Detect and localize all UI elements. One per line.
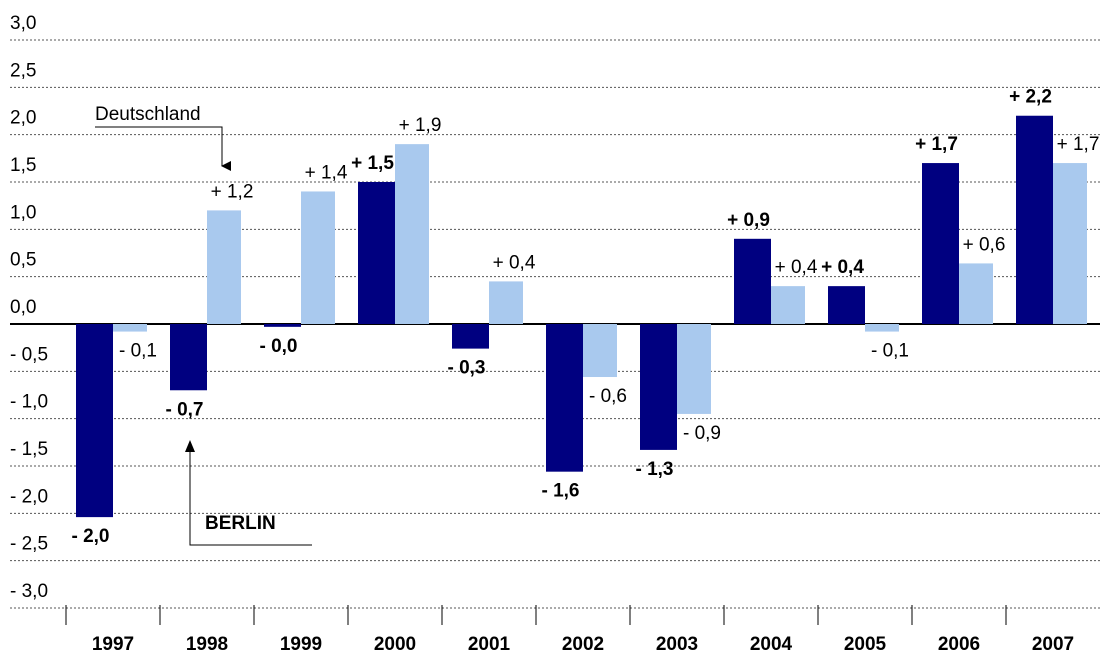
bar: [640, 324, 677, 450]
y-tick-label: - 0,5: [10, 344, 48, 365]
data-label: + 0,6: [963, 234, 1006, 255]
x-tick-label: 2004: [750, 634, 793, 655]
bar: [358, 182, 395, 324]
data-label: + 0,9: [727, 210, 770, 231]
data-label: + 0,4: [775, 257, 818, 278]
data-label: + 1,4: [305, 162, 348, 183]
bar: [677, 324, 711, 414]
y-tick-label: 1,0: [10, 202, 36, 223]
arrow-head: [185, 440, 195, 452]
y-tick-label: - 1,5: [10, 439, 48, 460]
x-tick-label: 1998: [186, 634, 228, 655]
data-label: + 1,5: [351, 153, 394, 174]
data-label: - 2,0: [71, 526, 109, 547]
y-tick-label: - 3,0: [10, 581, 48, 602]
bar: [264, 324, 301, 327]
y-tick-label: 2,0: [10, 108, 36, 129]
bar: [865, 324, 899, 332]
x-tick-label: 2005: [844, 634, 887, 655]
bar: [452, 324, 489, 349]
arrow: [95, 126, 231, 171]
bar: [170, 324, 207, 391]
data-label: + 1,9: [399, 115, 442, 136]
bar: [1053, 163, 1087, 324]
data-label: - 0,0: [259, 336, 297, 357]
x-tick-label: 2007: [1032, 634, 1074, 655]
data-label: - 0,7: [165, 399, 203, 420]
y-tick-label: 0,0: [10, 297, 36, 318]
bar: [395, 144, 429, 324]
data-label: - 0,9: [683, 423, 721, 444]
x-tick-label: 2000: [374, 634, 416, 655]
x-tick-label: 2006: [938, 634, 980, 655]
bar: [113, 324, 147, 332]
data-label: - 1,3: [635, 459, 673, 480]
bar: [301, 191, 335, 324]
data-label: + 2,2: [1009, 87, 1052, 108]
y-tick-label: - 2,5: [10, 534, 48, 555]
annotations: Deutschland BERLIN: [95, 104, 312, 546]
bar: [489, 281, 523, 324]
x-tick-label: 1997: [92, 634, 134, 655]
bar: [546, 324, 583, 472]
data-label: - 0,6: [589, 386, 627, 407]
bar: [771, 286, 805, 324]
y-tick-label: 1,5: [10, 155, 36, 176]
data-label: + 0,4: [821, 257, 864, 278]
data-label: + 1,7: [1057, 134, 1100, 155]
bar: [828, 286, 865, 324]
x-tick-label: 2003: [656, 634, 698, 655]
x-tick-label: 2002: [562, 634, 604, 655]
data-label: + 1,2: [211, 181, 254, 202]
data-label: + 1,7: [915, 134, 958, 155]
bar: [583, 324, 617, 378]
bar: [76, 324, 113, 518]
bar: [207, 210, 241, 324]
y-tick-label: 0,5: [10, 250, 36, 271]
legend-berlin: BERLIN: [205, 513, 276, 534]
y-tick-label: - 1,0: [10, 392, 48, 413]
y-tick-label: 3,0: [10, 13, 36, 34]
arrow: [189, 442, 312, 546]
data-label: - 0,1: [871, 341, 909, 362]
data-label: - 1,6: [541, 481, 579, 502]
x-tick-label: 2001: [468, 634, 511, 655]
x-tick-label: 1999: [280, 634, 322, 655]
legend-deutschland: Deutschland: [95, 104, 201, 125]
bar: [734, 238, 771, 324]
data-label: - 0,3: [447, 358, 485, 379]
bar: [959, 263, 993, 324]
y-tick-label: 2,5: [10, 60, 36, 81]
bar: [922, 163, 959, 324]
bar: [1016, 115, 1053, 324]
data-label: + 0,4: [493, 252, 536, 273]
data-label: - 0,1: [119, 341, 157, 362]
y-tick-label: - 2,0: [10, 486, 48, 507]
